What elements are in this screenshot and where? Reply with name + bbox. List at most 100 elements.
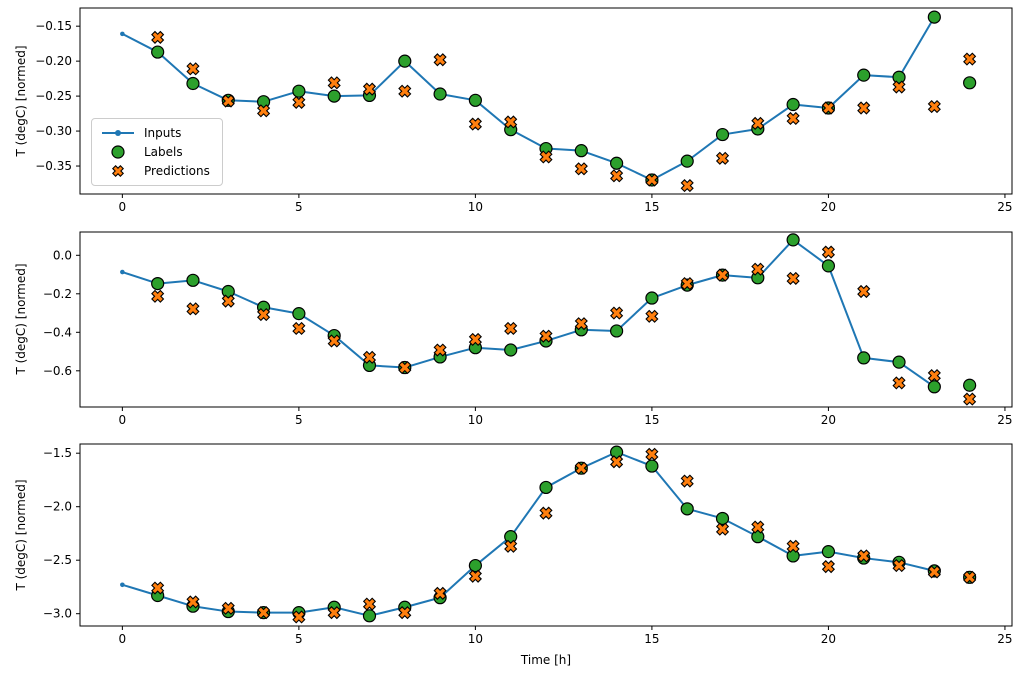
predictions-point [715, 151, 730, 165]
predictions-point [327, 76, 341, 90]
labels-point [221, 284, 235, 299]
x-tick-label: 10 [468, 632, 483, 646]
y-tick-label: −0.20 [35, 54, 72, 68]
predictions-point [468, 332, 482, 347]
predictions-point [292, 95, 306, 109]
x-tick-label: 15 [644, 413, 659, 427]
predictions-point [574, 461, 588, 475]
labels-point [292, 307, 306, 321]
predictions-point [504, 115, 518, 129]
labels-point [857, 351, 871, 365]
labels-point [645, 459, 659, 473]
legend-label-labels: Labels [144, 145, 183, 159]
inputs-point [120, 582, 125, 588]
predictions-point [715, 522, 730, 536]
predictions-point [927, 565, 941, 579]
y-tick-label: −0.25 [35, 89, 72, 103]
series-inputs [120, 237, 937, 390]
y-tick-label: −0.15 [35, 19, 72, 33]
labels-point [292, 84, 306, 98]
predictions-point [151, 581, 165, 595]
labels-point [751, 530, 765, 544]
x-tick-label: 25 [997, 200, 1012, 214]
predictions-point [680, 277, 694, 291]
predictions-point [751, 116, 765, 130]
predictions-point [751, 520, 765, 534]
labels-point [362, 609, 377, 623]
inputs-line [121, 16, 936, 182]
labels-point [927, 380, 941, 394]
labels-point [151, 45, 165, 59]
predictions-point [221, 601, 235, 615]
axes-frame [79, 443, 1013, 627]
y-tick-label: −0.35 [35, 159, 72, 173]
predictions-point [821, 245, 836, 259]
labels-point [186, 76, 200, 91]
labels-point [892, 355, 906, 369]
labels-point [151, 276, 165, 291]
x-tick-label: 0 [119, 632, 127, 646]
inputs-line-icon [102, 130, 134, 136]
series-predictions [151, 245, 977, 406]
labels-point [539, 480, 553, 495]
labels-point [963, 378, 977, 392]
x-tick-label: 0 [119, 413, 127, 427]
inputs-line [122, 238, 935, 388]
predictions-point [715, 268, 730, 282]
predictions-point [610, 455, 624, 469]
predictions-point [504, 539, 518, 553]
predictions-point [680, 474, 694, 488]
predictions-point [786, 271, 800, 285]
predictions-point [398, 606, 412, 620]
x-tick-label: 20 [821, 200, 836, 214]
y-tick-label: −0.2 [43, 287, 72, 301]
predictions-point [362, 350, 377, 364]
labels-point [574, 144, 588, 158]
series-inputs [120, 14, 937, 183]
x-tick-label: 25 [997, 632, 1012, 646]
labels-point [715, 127, 730, 142]
labels-point [610, 324, 624, 338]
predictions-point [468, 117, 482, 131]
legend-label-inputs: Inputs [144, 126, 182, 140]
subplot-3: 0 5 10 15 20 25 −1.5 −2.0 −2.5 −3.0 [43, 443, 1013, 646]
inputs-line [122, 451, 935, 617]
x-tick-label: 25 [997, 413, 1012, 427]
x-tick-label: 10 [468, 413, 483, 427]
legend: Inputs Labels Predictions [91, 118, 223, 186]
series-predictions [151, 447, 977, 624]
inputs-point [120, 269, 125, 275]
series-labels [151, 445, 977, 623]
x-axis-label: Time [h] [520, 653, 572, 667]
predictions-point [398, 360, 412, 375]
y-axis-label-subplot-2: T (degC) [normed] [14, 263, 28, 375]
labels-point [715, 511, 730, 526]
y-tick-label: −2.0 [43, 500, 72, 514]
predictions-point [892, 80, 906, 94]
x-tick-label: 20 [821, 413, 836, 427]
labels-point [786, 233, 800, 247]
predictions-point [151, 289, 165, 303]
labels-point [610, 445, 624, 459]
labels-point [927, 10, 941, 24]
predictions-point [645, 309, 659, 323]
legend-entry-predictions: Predictions [101, 163, 210, 179]
predictions-point [857, 549, 871, 563]
subplot-1: 0 5 10 15 20 25 −0.15 −0.20 −0.25 −0.30 −0.35 [35, 7, 1013, 214]
x-tick-label: 10 [468, 200, 483, 214]
predictions-point [327, 334, 341, 348]
legend-label-predictions: Predictions [144, 164, 210, 178]
labels-point [468, 93, 482, 107]
predictions-point [786, 111, 800, 126]
predictions-point [256, 104, 271, 118]
predictions-point [151, 30, 165, 44]
predictions-point [186, 595, 200, 609]
predictions-point [892, 376, 906, 390]
predictions-point [256, 606, 271, 620]
labels-point [892, 70, 906, 84]
predictions-point [857, 101, 871, 115]
axes-frame [79, 231, 1013, 408]
predictions-point [186, 302, 200, 316]
